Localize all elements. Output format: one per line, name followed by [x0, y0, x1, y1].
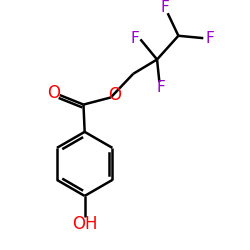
- Text: O: O: [47, 84, 60, 102]
- Text: F: F: [206, 31, 214, 46]
- Text: O: O: [108, 86, 122, 104]
- Text: F: F: [161, 0, 170, 15]
- Text: F: F: [130, 31, 139, 46]
- Text: F: F: [156, 80, 165, 96]
- Text: OH: OH: [72, 215, 98, 233]
